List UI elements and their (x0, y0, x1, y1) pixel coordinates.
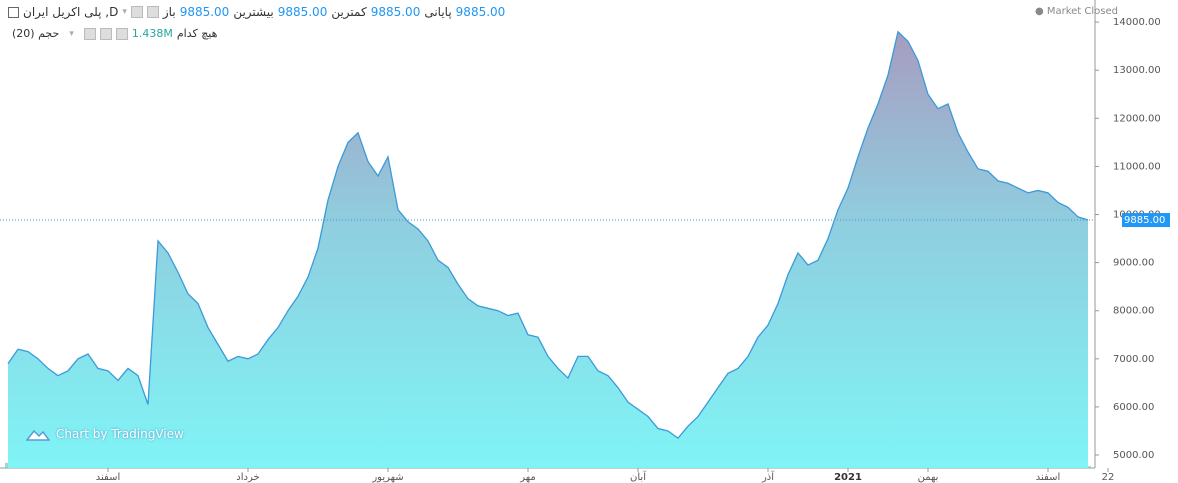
x-tick-label: اسفند (96, 472, 120, 483)
axis-layer: 5000.006000.007000.008000.009000.0010000… (0, 17, 1170, 483)
y-tick-label: 7000.00 (1113, 354, 1154, 365)
close-label: پایانی (424, 5, 452, 19)
close-icon[interactable] (115, 27, 128, 40)
open-label: باز (162, 5, 176, 19)
close-value: 9885.00 (455, 5, 506, 19)
menu-arrow[interactable]: ▾ (122, 7, 127, 17)
y-tick-label: 12000.00 (1113, 113, 1161, 124)
legend-row: پلی اکریل ایران ,D ▾ باز 9885.00 بیشترین… (8, 5, 505, 19)
high-label: بیشترین (233, 5, 274, 19)
y-tick-label: 8000.00 (1113, 306, 1154, 317)
market-status-text: Market Closed (1046, 6, 1118, 17)
menu-arrow[interactable]: ▾ (69, 28, 74, 39)
y-tick-label: 6000.00 (1113, 402, 1154, 413)
low-label: کمترین (331, 5, 367, 19)
y-tick-label: 9000.00 (1113, 258, 1154, 269)
y-tick-label: 14000.00 (1113, 17, 1161, 28)
price-line (7, 30, 1089, 440)
hide-icon[interactable] (99, 27, 112, 40)
last-price-label: 9885.00 (1124, 215, 1165, 226)
x-tick-label: خرداد (236, 472, 259, 483)
low-value: 9885.00 (370, 5, 421, 19)
volume-value: 1.438M (131, 27, 173, 40)
x-tick-label: آذر (761, 470, 775, 483)
x-tick-label: شهریور (371, 472, 403, 483)
market-status: ● Market Closed (1034, 6, 1118, 17)
settings-icon[interactable] (130, 6, 143, 18)
watermark-text: Chart by TradingView (56, 427, 184, 441)
y-tick-label: 5000.00 (1113, 450, 1154, 461)
x-tick-label: 22 (1102, 472, 1115, 483)
x-tick-label: آبان (630, 470, 647, 483)
hide-icon[interactable] (146, 6, 159, 18)
y-tick-label: 11000.00 (1113, 161, 1161, 172)
settings-icon[interactable] (83, 27, 96, 40)
area-layer (7, 30, 1089, 469)
y-tick-label: 13000.00 (1113, 65, 1161, 76)
x-tick-label: مهر (519, 472, 535, 483)
watermark-logo (26, 429, 50, 441)
x-tick-label: 2021 (834, 472, 862, 483)
open-value: 9885.00 (179, 5, 230, 19)
symbol: پلی اکریل ایران ,D (23, 5, 119, 19)
watermark: Chart by TradingView (26, 426, 184, 442)
area-fill (8, 31, 1088, 469)
volume-legend-row: حجم (20) ▾ 1.438M هیچ کدام (12, 27, 217, 40)
last-price-tag (1122, 213, 1170, 228)
volume-title: حجم (20) (12, 27, 60, 40)
collapse-icon[interactable] (8, 6, 19, 18)
x-tick-label: اسفند (1036, 472, 1060, 483)
volume-note: هیچ کدام (176, 27, 218, 40)
x-tick-label: بهمن (918, 472, 939, 483)
high-value: 9885.00 (277, 5, 328, 19)
